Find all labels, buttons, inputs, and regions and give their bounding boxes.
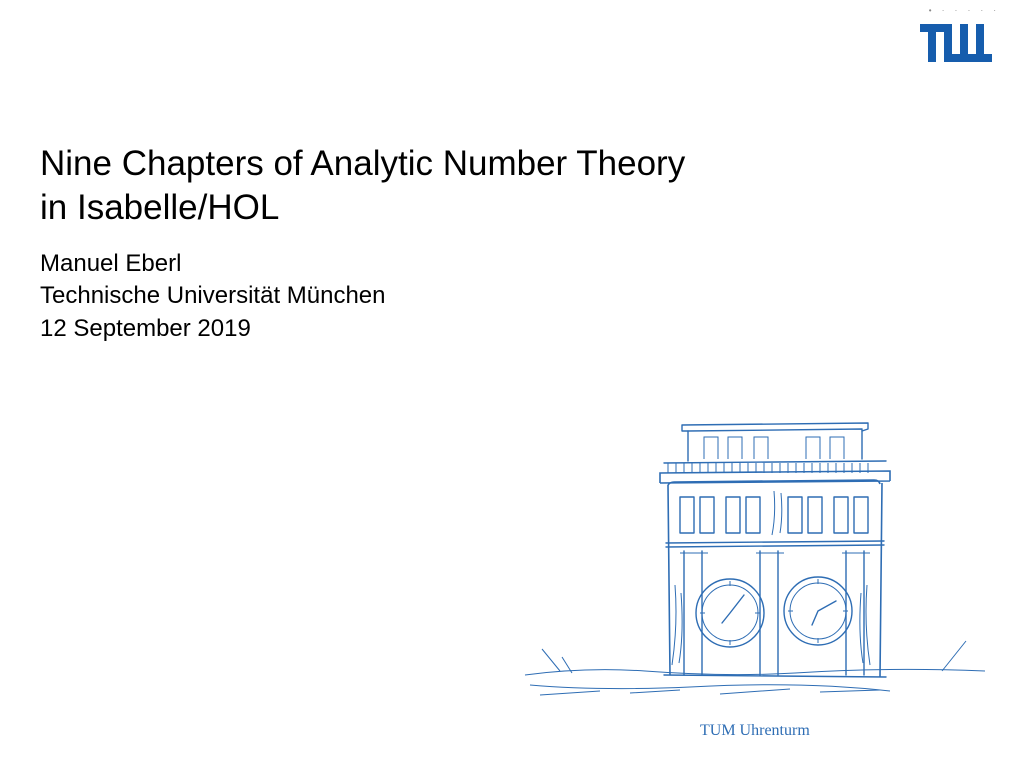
title-block: Nine Chapters of Analytic Number Theory … [40, 142, 685, 230]
tum-logo [920, 24, 992, 67]
affiliation: Technische Universität München [40, 280, 386, 312]
meta-block: Manuel Eberl Technische Universität Münc… [40, 248, 386, 345]
illustration-caption: TUM Uhrenturm [700, 722, 810, 739]
title-line1: Nine Chapters of Analytic Number Theory [40, 142, 685, 186]
author: Manuel Eberl [40, 248, 386, 280]
title-line2: in Isabelle/HOL [40, 186, 685, 230]
date: 12 September 2019 [40, 313, 386, 345]
nav-indicator: • · · · · · [929, 6, 1000, 15]
uhrenturm-sketch: TUM Uhrenturm [520, 375, 1000, 755]
